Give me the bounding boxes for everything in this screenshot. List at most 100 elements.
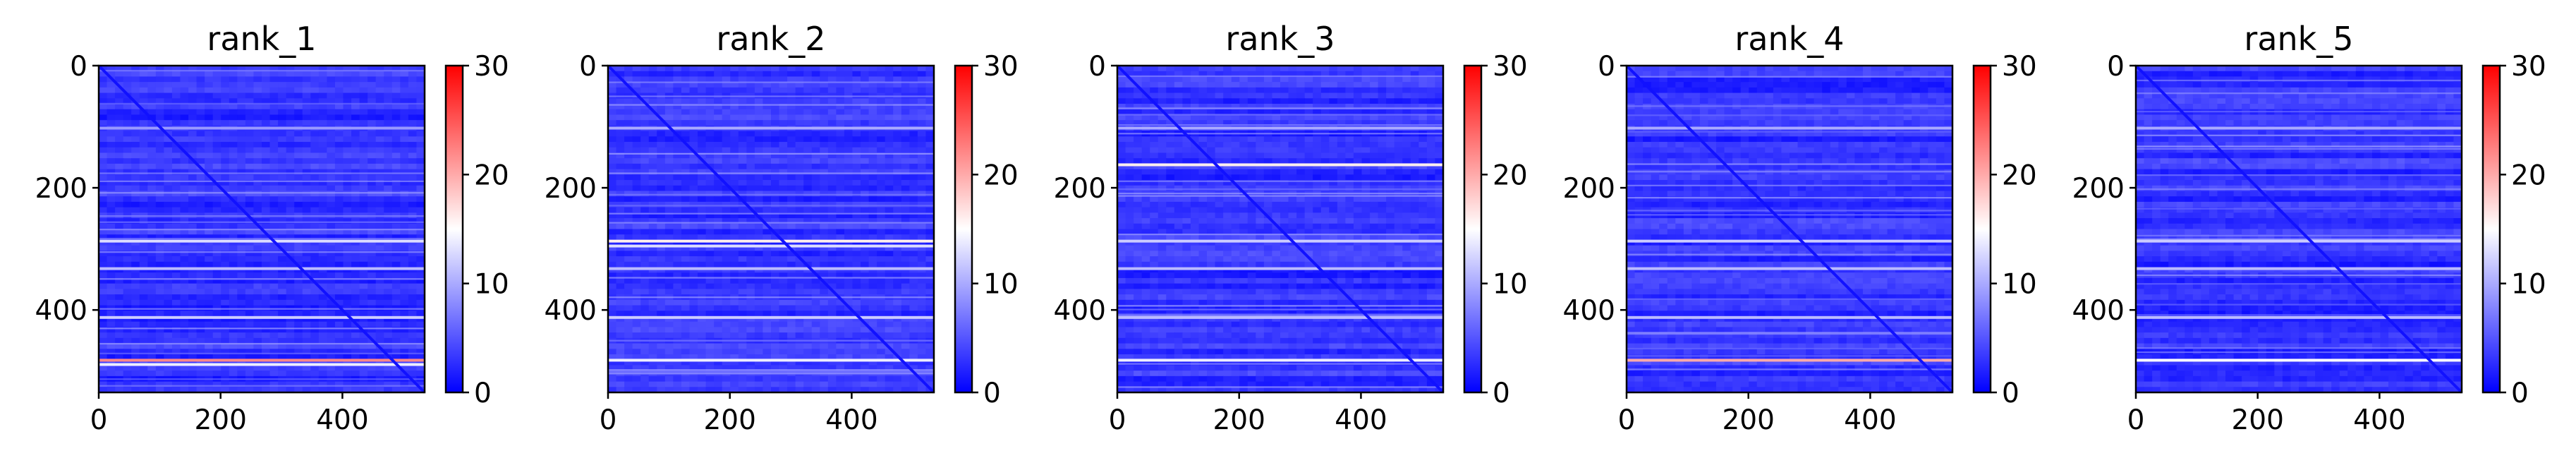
heatmap-cell [738, 343, 747, 349]
heatmap-cell [730, 277, 739, 284]
heatmap-cell [901, 158, 910, 164]
heatmap-cell [648, 136, 657, 143]
heatmap-cell [754, 120, 764, 126]
heatmap-cell [123, 294, 132, 301]
heatmap-cell [893, 163, 902, 170]
heatmap-cell [334, 349, 344, 355]
heatmap-cell [334, 245, 344, 251]
heatmap-cell [705, 349, 715, 355]
heatmap-cell [253, 289, 262, 295]
heatmap-cell [408, 365, 418, 371]
heatmap-cell [408, 174, 418, 181]
heatmap-cell [681, 98, 691, 104]
heatmap-streak-row [608, 296, 934, 299]
heatmap-cell [171, 120, 181, 126]
heatmap-cell [852, 277, 861, 284]
heatmap-cell [359, 343, 368, 349]
heatmap-cell [334, 142, 344, 148]
heatmap-cell [327, 354, 336, 361]
heatmap-cell [698, 267, 707, 273]
heatmap-cell [640, 239, 650, 246]
heatmap-cell [852, 120, 861, 126]
heatmap-cell [237, 272, 246, 279]
heatmap-cell [827, 343, 837, 349]
heatmap-cell [334, 136, 344, 143]
heatmap-cell [253, 98, 262, 104]
heatmap-cell [648, 142, 657, 148]
heatmap-cell [827, 261, 837, 268]
heatmap-cell [351, 299, 360, 306]
heatmap-cell [689, 283, 698, 289]
heatmap-cell [188, 223, 198, 230]
heatmap-cell [803, 196, 813, 203]
heatmap-cell [384, 98, 393, 104]
heatmap-cell [820, 261, 829, 268]
heatmap-streak-row [608, 104, 934, 106]
heatmap-cell [367, 239, 377, 246]
heatmap-cell [689, 131, 698, 137]
heatmap-cell [139, 201, 148, 208]
heatmap-cell [351, 207, 360, 213]
heatmap-cell [180, 76, 189, 83]
heatmap-cell [632, 136, 641, 143]
heatmap-cell [384, 147, 393, 154]
heatmap-cell [689, 234, 698, 241]
heatmap-cell [730, 158, 739, 164]
heatmap-cell [196, 185, 205, 192]
heatmap-cell [147, 354, 157, 361]
heatmap-cell [107, 371, 116, 377]
heatmap-cell [188, 229, 198, 235]
heatmap-cell [689, 321, 698, 327]
heatmap-cell [844, 136, 853, 143]
heatmap-cell [657, 136, 666, 143]
heatmap-cell [351, 294, 360, 301]
heatmap-cell [164, 76, 173, 83]
heatmap-cell [99, 332, 108, 339]
heatmap-cell [795, 365, 804, 371]
heatmap-cell [367, 387, 377, 393]
heatmap-cell [868, 152, 877, 159]
heatmap-cell [689, 272, 698, 279]
heatmap-cell [844, 375, 853, 383]
heatmap-cell [245, 152, 255, 159]
heatmap-cell [147, 315, 157, 323]
heatmap-cell [705, 131, 715, 137]
heatmap-cell [164, 359, 173, 366]
heatmap-cell [351, 92, 360, 99]
heatmap-cell [310, 229, 320, 235]
heatmap-cell [318, 311, 327, 317]
heatmap-cell [698, 207, 707, 213]
heatmap-cell [180, 109, 189, 116]
heatmap-cell [278, 381, 287, 387]
heatmap-cell [384, 142, 393, 148]
heatmap-cell [893, 131, 902, 137]
heatmap-cell [705, 136, 715, 143]
heatmap-cell [229, 327, 238, 333]
heatmap-cell [698, 239, 707, 246]
heatmap-cell [164, 92, 173, 99]
heatmap-cell [147, 234, 157, 241]
heatmap-cell [852, 180, 861, 186]
heatmap-cell [180, 261, 189, 268]
heatmap-cell [171, 239, 181, 246]
heatmap-cell [391, 315, 401, 323]
heatmap-cell [408, 185, 418, 192]
heatmap-cell [384, 311, 393, 317]
heatmap-cell [868, 98, 877, 104]
heatmap-cell [205, 142, 214, 148]
heatmap-cell [164, 365, 173, 371]
heatmap-cell [673, 76, 682, 83]
heatmap-cell [269, 349, 279, 355]
heatmap-cell [722, 212, 731, 219]
heatmap-cell [262, 283, 271, 289]
heatmap-cell [664, 98, 674, 104]
heatmap-cell [608, 136, 617, 143]
heatmap-cell [925, 191, 935, 197]
heatmap-cell [738, 163, 747, 170]
heatmap-cell [310, 311, 320, 317]
heatmap-cell [803, 201, 813, 208]
heatmap-cell [245, 218, 255, 224]
heatmap-cell [229, 174, 238, 181]
heatmap-cell [632, 343, 641, 349]
heatmap-cell [400, 256, 409, 263]
